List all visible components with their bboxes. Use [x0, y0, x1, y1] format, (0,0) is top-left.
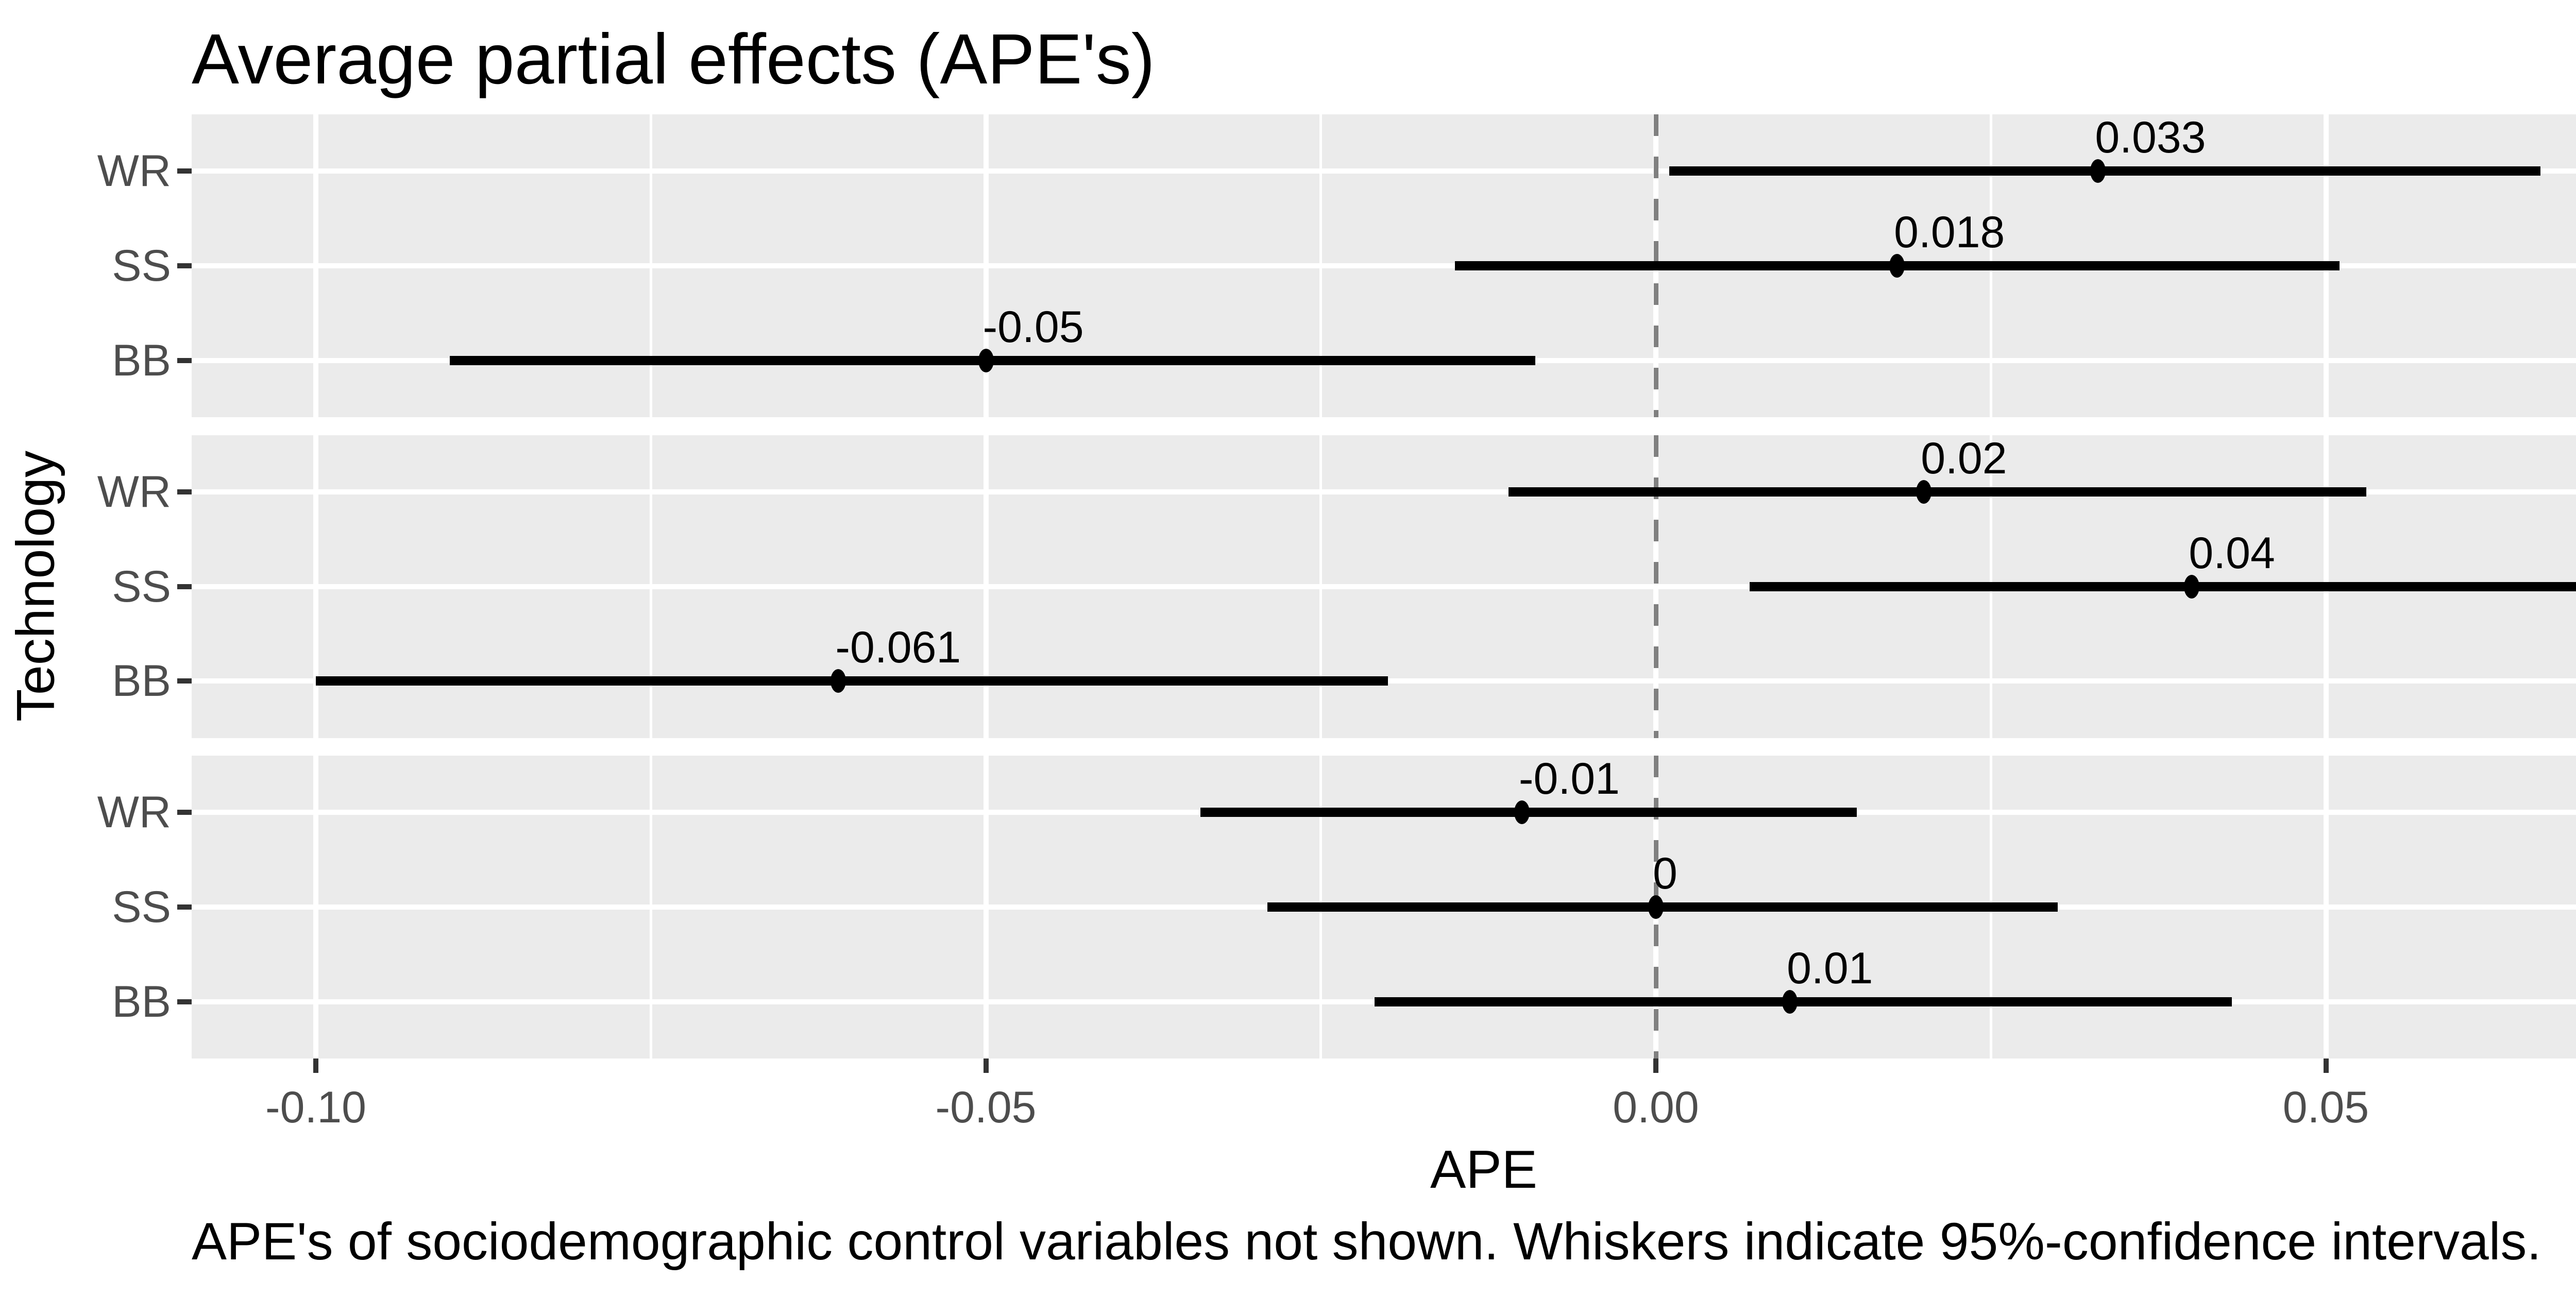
gridline-y-major: [192, 489, 2576, 494]
point-estimate: [1889, 254, 1905, 278]
value-label: 0: [1653, 849, 1677, 898]
y-tick: [177, 904, 192, 910]
gridline-y-major: [192, 168, 2576, 174]
x-tick: [1653, 1058, 1658, 1073]
y-tick: [177, 263, 192, 268]
point-estimate: [2090, 159, 2106, 183]
y-tick: [177, 810, 192, 815]
zero-dashed-line: [1653, 435, 1658, 738]
value-label: 0.02: [1921, 433, 2007, 483]
y-tick: [177, 357, 192, 363]
y-tick: [177, 999, 192, 1004]
y-tick: [177, 168, 192, 174]
y-tick-label-BB: BB: [112, 656, 171, 706]
plot-caption: APE's of sociodemographic control variab…: [192, 1212, 2541, 1271]
x-tick-label: -0.05: [935, 1083, 1037, 1132]
x-tick: [313, 1058, 318, 1073]
value-label: 0.033: [2095, 113, 2206, 163]
y-tick-label-WR: WR: [97, 788, 171, 838]
point-estimate: [1514, 800, 1530, 825]
value-label: -0.061: [835, 623, 961, 673]
y-tick: [177, 678, 192, 684]
x-tick-label: 0.00: [1613, 1083, 1699, 1132]
x-axis-title: APE: [1430, 1140, 1538, 1200]
ci-line: [1508, 487, 2366, 497]
point-estimate: [831, 669, 846, 693]
y-tick-label-BB: BB: [112, 977, 171, 1027]
y-tick: [177, 584, 192, 589]
x-tick: [2323, 1058, 2329, 1073]
plot-title: Average partial effects (APE's): [192, 20, 1155, 99]
ci-line: [316, 676, 1388, 686]
value-label: -0.05: [982, 302, 1084, 352]
x-tick-label: -0.10: [265, 1083, 367, 1132]
gridline-y-major: [192, 584, 2576, 589]
gridline-y-major: [192, 263, 2576, 268]
y-tick-label-SS: SS: [112, 561, 171, 611]
value-label: -0.01: [1518, 754, 1620, 804]
y-tick-label-WR: WR: [97, 146, 171, 196]
point-estimate: [2184, 574, 2200, 599]
ci-line: [1750, 582, 2576, 591]
point-estimate: [1648, 895, 1664, 919]
x-tick: [983, 1058, 989, 1073]
y-tick-label-BB: BB: [112, 335, 171, 385]
value-label: 0.04: [2189, 528, 2275, 578]
y-tick-label-SS: SS: [112, 241, 171, 291]
point-estimate: [1916, 480, 1932, 504]
y-tick-label-SS: SS: [112, 882, 171, 932]
point-estimate: [1782, 989, 1798, 1014]
x-tick-label: 0.05: [2282, 1083, 2369, 1132]
value-label: 0.01: [1787, 943, 1873, 993]
point-estimate: [978, 348, 994, 372]
value-label: 0.018: [1894, 208, 2005, 257]
y-tick-label-WR: WR: [97, 467, 171, 517]
y-tick: [177, 489, 192, 494]
ci-line: [1374, 997, 2232, 1006]
